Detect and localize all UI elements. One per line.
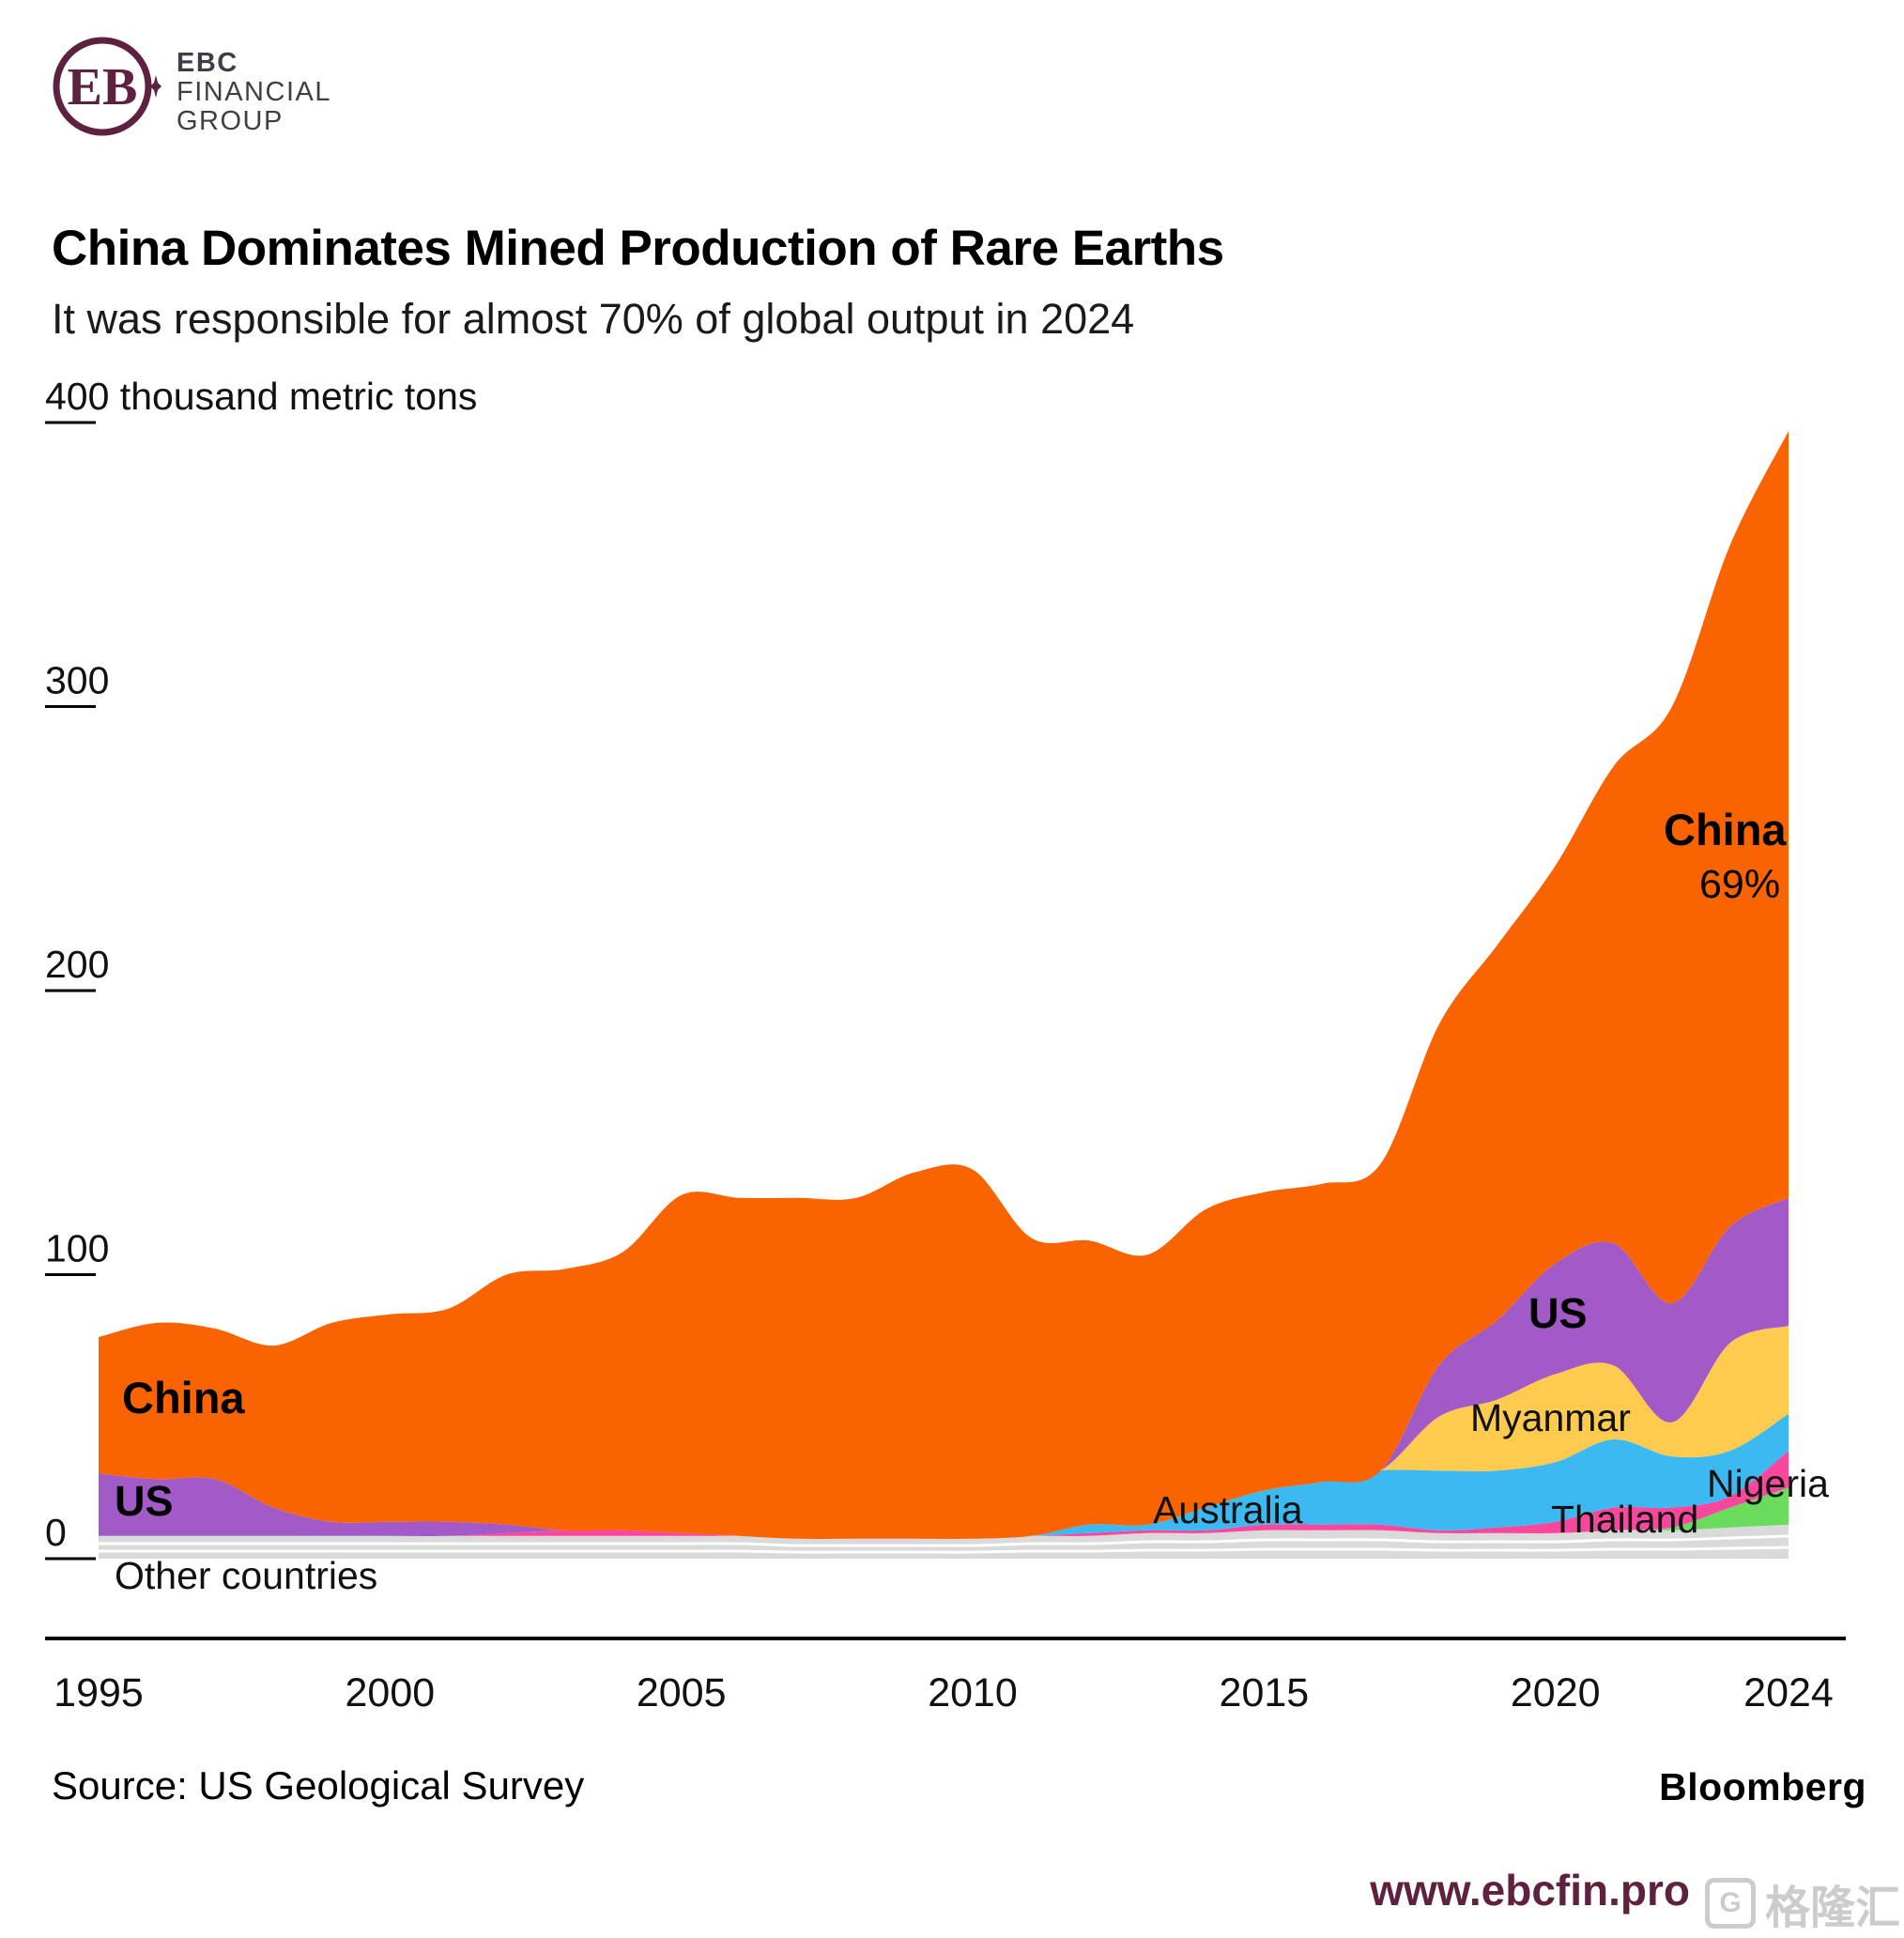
x-tick-label: 2005 [637, 1670, 727, 1715]
label-myanmar: Myanmar [1470, 1396, 1631, 1439]
label-other-countries: Other countries [115, 1554, 377, 1597]
x-tick-label: 2020 [1511, 1670, 1601, 1715]
label-us-left: US [115, 1477, 174, 1525]
x-tick-label: 1995 [54, 1670, 144, 1715]
label-china-left: China [122, 1373, 245, 1423]
label-nigeria: Nigeria [1707, 1462, 1829, 1505]
gelonghui-logo-icon: G [1704, 1878, 1756, 1929]
label-china-share: 69% [1699, 862, 1780, 907]
ebc-logo-text: EBC FINANCIAL GROUP [177, 49, 331, 136]
area-australia [99, 1413, 1789, 1540]
area-myanmar [99, 1326, 1789, 1540]
other-countries-strand [98, 1546, 1789, 1554]
page-subtitle: It was responsible for almost 70% of glo… [52, 295, 1135, 343]
other-countries-strand [98, 1534, 1789, 1547]
website-link[interactable]: www.ebcfin.pro [1370, 1866, 1690, 1915]
y-tick-label: 200 [45, 943, 109, 986]
x-tick-label: 2024 [1743, 1670, 1834, 1715]
y-tick-label: 100 [45, 1227, 109, 1270]
logo-line-group: GROUP [177, 106, 284, 136]
ebc-logo-icon: EB [53, 37, 161, 136]
x-tick-label: 2010 [928, 1670, 1018, 1715]
y-tick-label: 0 [45, 1511, 67, 1554]
label-us-right: US [1528, 1289, 1588, 1337]
y-tick-label: 300 [45, 659, 109, 702]
label-australia: Australia [1153, 1488, 1303, 1531]
bloomberg-credit: Bloomberg [1659, 1765, 1866, 1808]
area-china [99, 431, 1789, 1540]
label-thailand: Thailand [1551, 1498, 1698, 1541]
x-tick-label: 2015 [1220, 1670, 1310, 1715]
gelonghui-watermark: G 格隆汇 [1704, 1870, 1900, 1936]
logo-line-ebc: EBC [177, 48, 238, 78]
page-title: China Dominates Mined Production of Rare… [52, 221, 1224, 276]
gelonghui-watermark-text: 格隆汇 [1764, 1884, 1900, 1933]
source-note: Source: US Geological Survey [52, 1763, 585, 1807]
y-tick-label: 400 thousand metric tons [45, 375, 477, 418]
label-china-right: China [1664, 805, 1787, 854]
area-us [99, 1197, 1789, 1540]
svg-text:EB: EB [68, 58, 138, 116]
logo-line-financial: FINANCIAL [177, 77, 331, 107]
x-tick-label: 2000 [345, 1670, 436, 1715]
